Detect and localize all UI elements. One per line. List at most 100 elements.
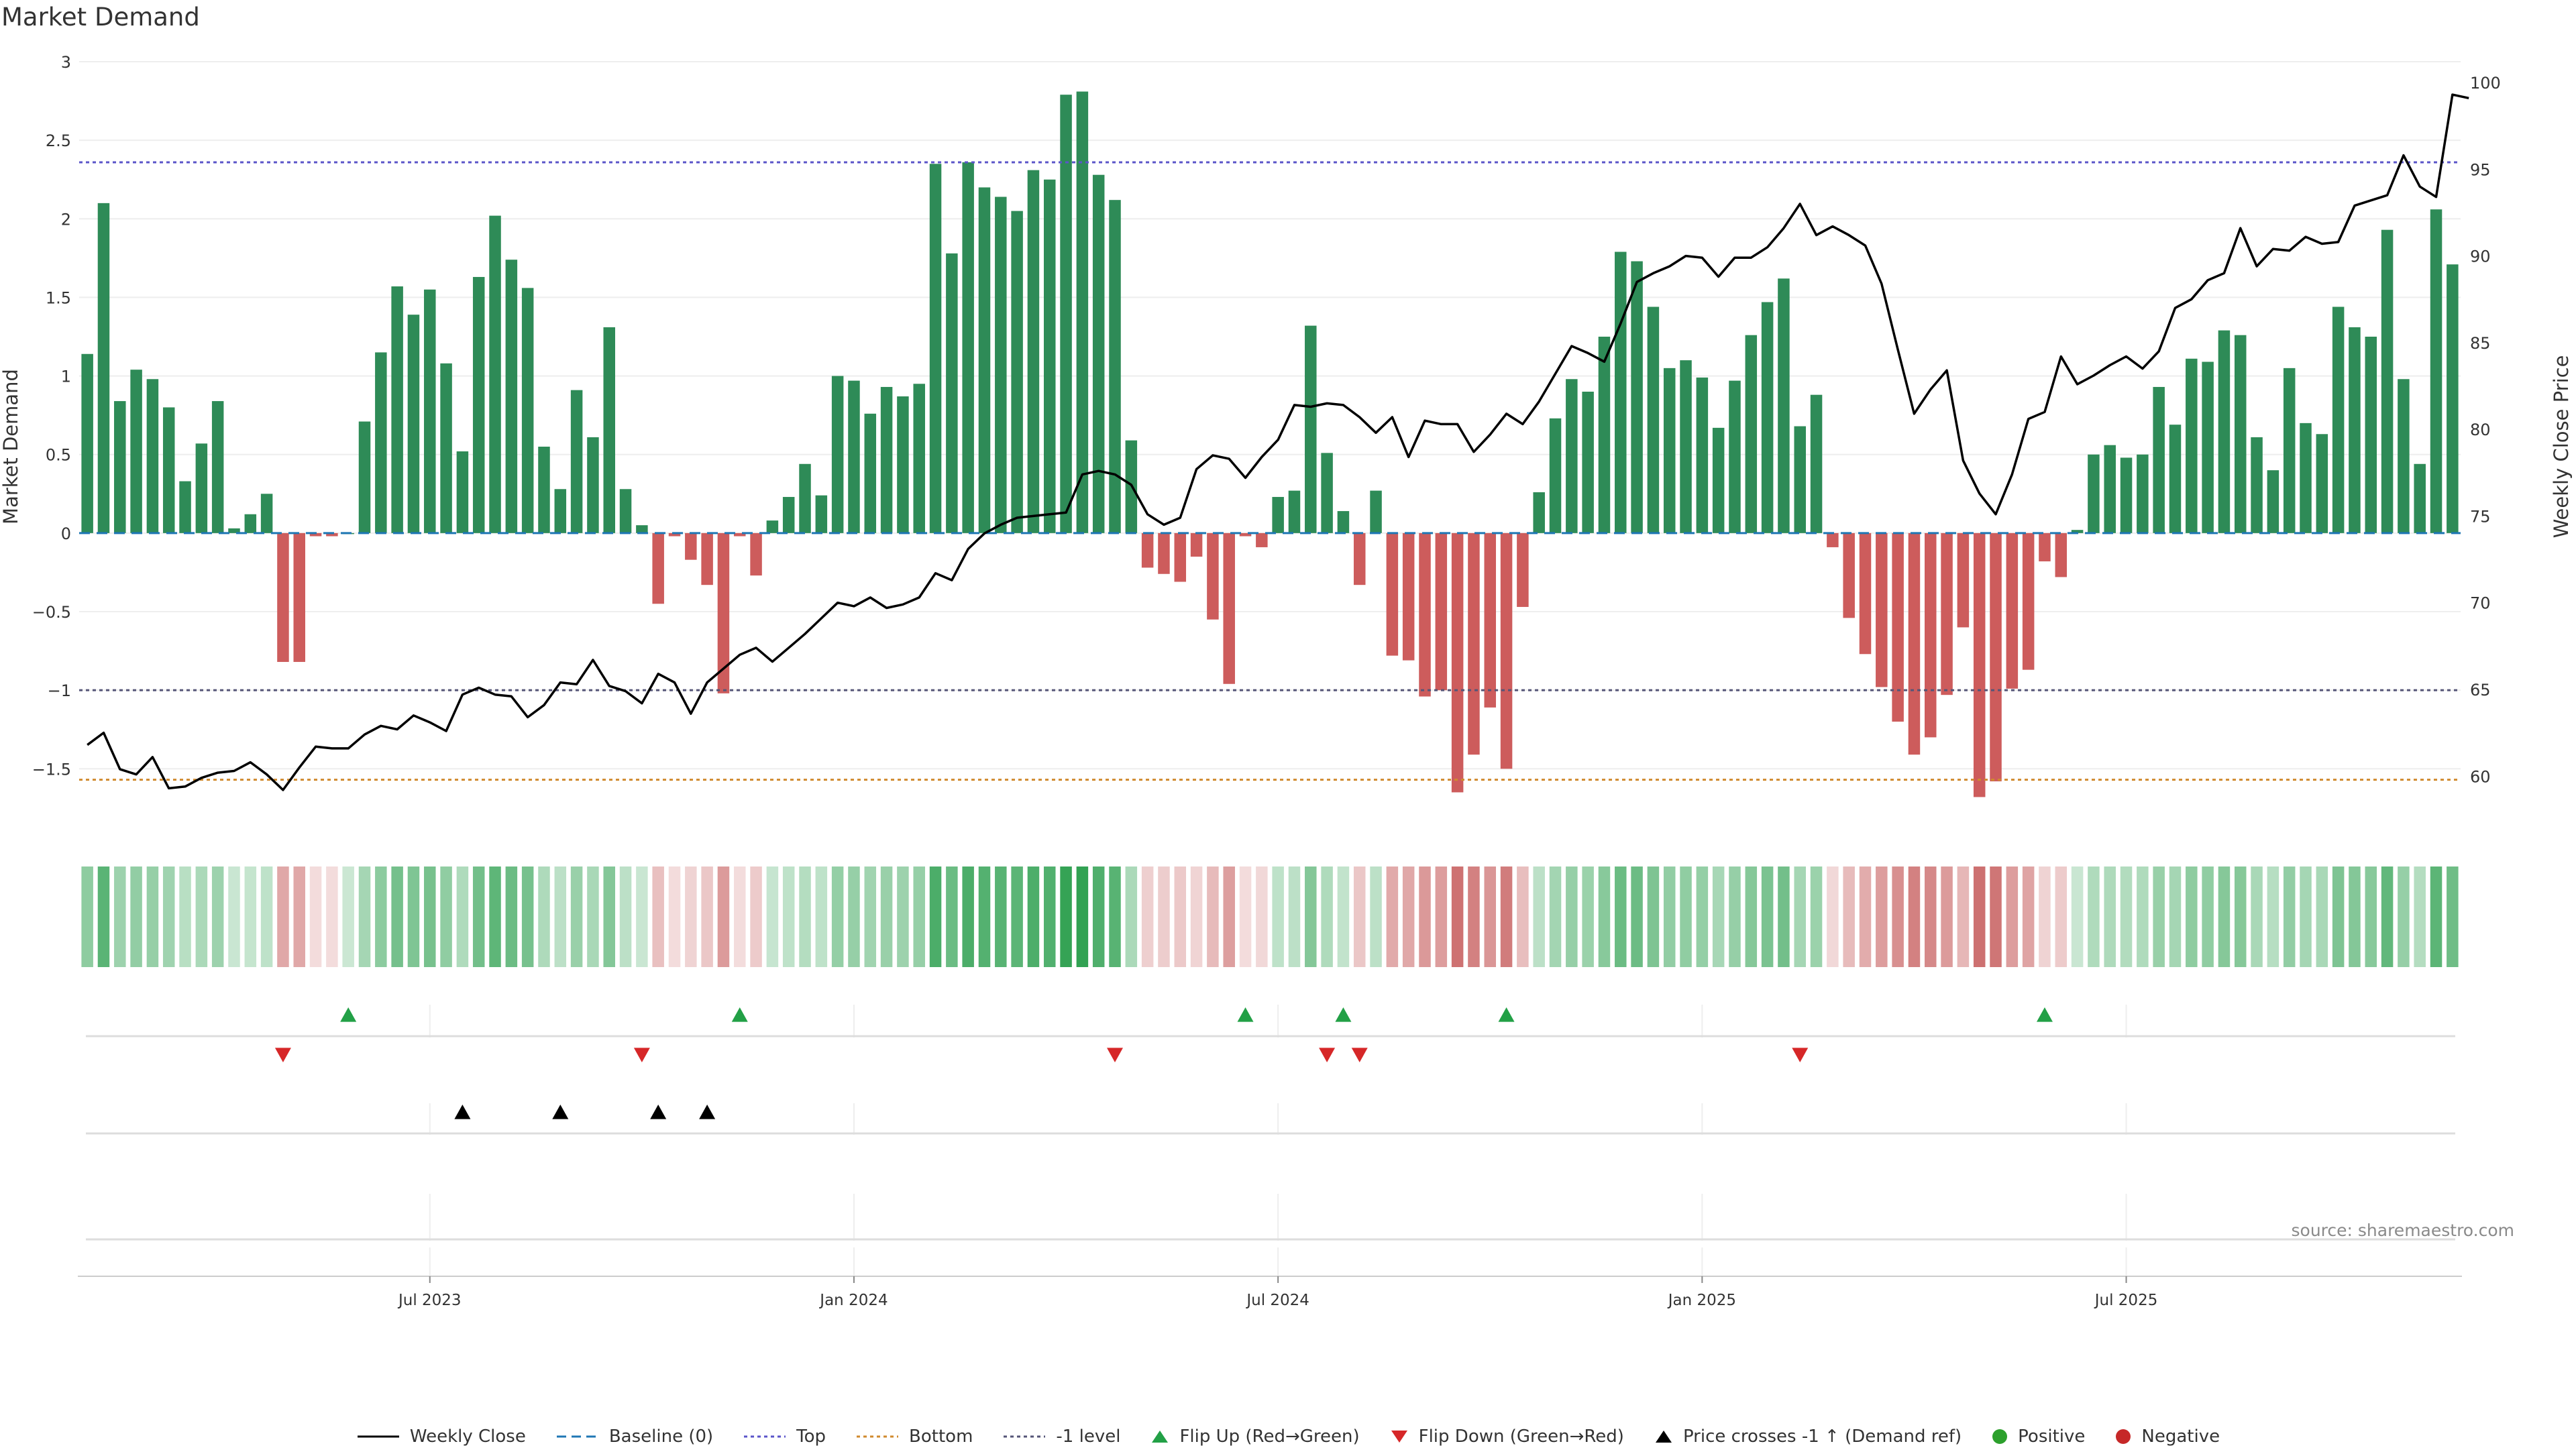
strip-cell-positive: [570, 866, 583, 967]
bar-positive: [2186, 358, 2198, 533]
bar-positive: [619, 489, 632, 533]
strip-cell-positive: [114, 866, 126, 967]
price-cross-marker: [552, 1105, 569, 1119]
bar-positive: [1810, 394, 1823, 533]
strip-cell-positive: [162, 866, 175, 967]
bar-negative: [734, 533, 746, 537]
strip-cell-positive: [358, 866, 371, 967]
bar-negative: [1892, 533, 1904, 722]
legend-label: Price crosses -1 ↑ (Demand ref): [1682, 1427, 1962, 1447]
strip-cell-positive: [195, 866, 208, 967]
flip-down-marker: [633, 1048, 650, 1062]
flip-down-marker: [1792, 1048, 1809, 1062]
bar-positive: [1272, 496, 1284, 533]
strip-cell-negative: [1256, 866, 1268, 967]
bar-positive: [1370, 490, 1382, 533]
x-tick-label: Jan 2024: [818, 1292, 888, 1309]
strip-cell-negative: [652, 866, 664, 967]
bar-positive: [375, 352, 387, 533]
bar-negative: [1500, 533, 1513, 769]
strip-cell-positive: [391, 866, 403, 967]
strip-cell-positive: [2332, 866, 2345, 967]
bar-negative: [1223, 533, 1235, 684]
strip-cell-positive: [2218, 866, 2231, 967]
bar-positive: [456, 451, 469, 533]
strip-cell-positive: [440, 866, 452, 967]
bar-negative: [668, 533, 681, 537]
strip-cell-positive: [2398, 866, 2410, 967]
bar-positive: [636, 525, 648, 533]
bar-positive: [162, 407, 175, 533]
strip-cell-positive: [782, 866, 795, 967]
bar-positive: [2071, 530, 2084, 533]
bar-negative: [1386, 533, 1399, 656]
strip-cell-negative: [1468, 866, 1480, 967]
strip-cell-negative: [668, 866, 681, 967]
legend-item-negative: Negative: [2114, 1427, 2220, 1447]
bar-positive: [897, 396, 909, 533]
strip-cell-positive: [1370, 866, 1382, 967]
bar-positive: [1696, 377, 1709, 533]
bar-positive: [260, 494, 273, 533]
bar-positive: [2398, 379, 2410, 533]
bar-positive: [228, 528, 240, 533]
legend-item-positive: Positive: [1991, 1427, 2085, 1447]
strip-cell-positive: [2316, 866, 2328, 967]
strip-cell-positive: [1663, 866, 1676, 967]
legend-label: Flip Up (Red→Green): [1179, 1427, 1360, 1447]
strip-cell-negative: [1158, 866, 1170, 967]
triangle-up-icon: [1152, 1431, 1169, 1443]
bar-positive: [2251, 437, 2263, 533]
bar-positive: [2300, 423, 2312, 533]
strip-cell-positive: [1027, 866, 1040, 967]
triangle-up-icon: [1655, 1431, 1672, 1443]
x-tick-label: Jul 2023: [397, 1292, 462, 1309]
bar-positive: [1778, 278, 1790, 533]
strip-cell-negative: [1484, 866, 1497, 967]
legend-dash-icon: [556, 1435, 598, 1438]
bar-negative: [1402, 533, 1415, 661]
strip-cell-negative: [2039, 866, 2051, 967]
strip-cell-positive: [946, 866, 958, 967]
bar-positive: [2414, 463, 2426, 533]
strip-cell-positive: [1598, 866, 1611, 967]
y2-tick-label: 80: [2470, 421, 2491, 439]
bar-positive: [962, 162, 974, 533]
bar-negative: [293, 533, 306, 662]
bar-negative: [1239, 533, 1252, 537]
strip-cell-negative: [1517, 866, 1529, 967]
strip-cell-positive: [1533, 866, 1545, 967]
strip-cell-negative: [717, 866, 730, 967]
strip-cell-positive: [2381, 866, 2394, 967]
bar-positive: [1761, 302, 1774, 533]
bar-positive: [1598, 337, 1611, 533]
strip-cell-positive: [1582, 866, 1594, 967]
bar-positive: [2202, 361, 2214, 533]
strip-cell-positive: [2169, 866, 2182, 967]
bar-positive: [848, 380, 860, 533]
y-tick-label: 1: [61, 368, 71, 386]
y-tick-label: 0: [61, 524, 71, 543]
strip-cell-positive: [831, 866, 844, 967]
strip-cell-negative: [1957, 866, 1970, 967]
bar-positive: [2283, 368, 2296, 533]
bar-positive: [995, 197, 1007, 533]
strip-cell-positive: [505, 866, 518, 967]
bar-positive: [2120, 457, 2133, 533]
bar-positive: [489, 215, 501, 533]
legend-label: Weekly Close: [409, 1427, 526, 1447]
bar-positive: [2234, 335, 2247, 533]
bar-negative: [1435, 533, 1448, 691]
bar-negative: [701, 533, 713, 585]
legend-item-bottom: Bottom: [855, 1427, 973, 1447]
bar-positive: [440, 363, 452, 533]
legend-dotted-icon: [744, 1435, 786, 1438]
bar-positive: [1794, 426, 1806, 533]
strip-cell-positive: [228, 866, 240, 967]
flip-up-marker: [2036, 1007, 2053, 1022]
legend-label: -1 level: [1056, 1427, 1121, 1447]
strip-cell-positive: [978, 866, 991, 967]
strip-cell-positive: [603, 866, 615, 967]
flip-up-marker: [1237, 1007, 1254, 1022]
